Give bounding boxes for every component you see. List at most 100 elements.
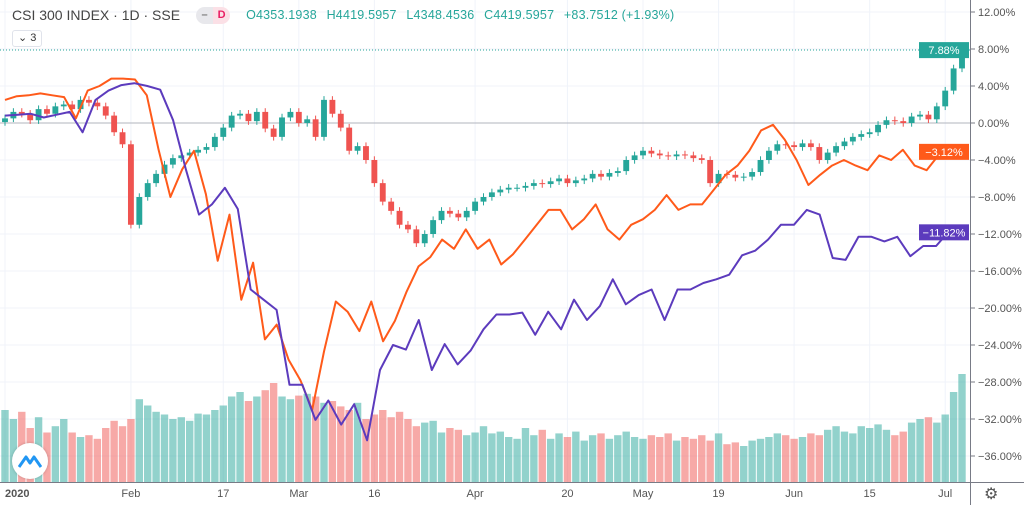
symbol-title[interactable]: CSI 300 INDEX · 1D · SSE: [12, 7, 181, 23]
candle-body: [917, 114, 923, 117]
volume-bar: [353, 402, 362, 482]
volume-bar: [765, 437, 773, 482]
volume-bar: [236, 392, 244, 482]
volume-bar: [588, 435, 597, 482]
volume-bar: [76, 437, 85, 482]
volume-bars: [1, 374, 966, 482]
volume-bar: [261, 390, 269, 482]
ohlc-values: O4353.1938 H4419.5957 L4348.4536 C4419.5…: [246, 8, 674, 22]
volume-bar: [504, 437, 513, 482]
volume-bar: [949, 392, 958, 482]
volume-bar: [85, 435, 93, 482]
volume-bar: [924, 417, 933, 482]
x-tick-label: Feb: [121, 488, 140, 500]
volume-bar: [656, 437, 664, 482]
volume-bar: [614, 435, 622, 482]
candle-body: [295, 111, 302, 123]
volume-bar: [479, 426, 488, 482]
candle-body: [589, 173, 596, 179]
volume-bar: [102, 428, 110, 482]
y-tick-label: −8.00%: [978, 192, 1016, 204]
volume-bar: [253, 396, 261, 482]
candle-body: [220, 127, 227, 137]
candle-body: [455, 213, 462, 218]
volume-bar: [580, 440, 588, 482]
candle-body: [346, 127, 353, 151]
candle-body: [270, 128, 277, 137]
candle-body: [505, 187, 512, 190]
volume-bar: [362, 419, 370, 482]
volume-bar: [144, 405, 152, 482]
chevron-down-icon: ⌄: [18, 32, 28, 44]
y-tick-label: −4.00%: [978, 155, 1016, 167]
volume-bar: [807, 433, 815, 482]
candle-body: [648, 150, 655, 154]
candle-body: [178, 155, 185, 159]
candle-body: [740, 176, 747, 178]
candle-body: [900, 121, 907, 123]
candle-body: [228, 115, 235, 128]
y-tick-label: 12.00%: [978, 7, 1016, 19]
candle-body: [245, 113, 252, 122]
settings-gear-icon[interactable]: ⚙: [984, 486, 999, 503]
candle-body: [757, 160, 764, 173]
candle-body: [858, 134, 865, 137]
market-status-pill[interactable]: – D: [196, 6, 231, 24]
candle-body: [539, 183, 546, 185]
volume-bar: [790, 438, 798, 482]
volume-bar: [748, 440, 756, 482]
candle-body: [253, 111, 260, 122]
candle-body: [337, 113, 344, 128]
volume-bar: [93, 438, 102, 482]
volume-bar: [295, 395, 303, 482]
volume-bar: [471, 432, 479, 482]
candle-body: [959, 50, 965, 69]
volume-bar: [219, 405, 227, 482]
candle-body: [640, 150, 646, 156]
x-tick-label: 20: [561, 488, 573, 500]
volume-bar: [421, 422, 429, 482]
volume-bar: [647, 435, 656, 482]
volume-bar: [169, 419, 177, 482]
volume-bar: [202, 414, 211, 482]
x-tick-label: 19: [712, 488, 724, 500]
volume-bar: [118, 426, 127, 482]
volume-bar: [127, 419, 135, 482]
volume-bar: [370, 414, 379, 482]
volume-bar: [320, 402, 328, 482]
volume-bar: [907, 422, 916, 482]
volume-bar: [597, 433, 605, 482]
indicator-count: 3: [30, 32, 37, 44]
x-tick-label: Apr: [467, 488, 484, 500]
volume-bar: [689, 438, 698, 482]
candle-body: [321, 99, 327, 137]
candle-body: [102, 106, 109, 116]
candle-body: [379, 183, 386, 202]
candle-body: [690, 155, 697, 159]
price-axis[interactable]: [970, 0, 1024, 505]
interval-badge: D: [213, 6, 231, 24]
candle-body: [144, 183, 151, 197]
logo-icon: [18, 455, 42, 468]
candle-body: [749, 172, 756, 177]
time-axis[interactable]: [0, 483, 970, 505]
candle-body: [841, 141, 848, 147]
candle-body: [44, 109, 50, 114]
volume-bar: [681, 437, 689, 482]
tradingview-logo[interactable]: [12, 443, 48, 479]
candle-body: [807, 143, 814, 148]
candle-body: [446, 210, 453, 214]
candle-body: [606, 172, 613, 177]
candle-body: [472, 201, 479, 211]
x-tick-label: Jul: [938, 488, 952, 500]
candle-body: [564, 178, 571, 184]
indicators-toggle-button[interactable]: ⌄ 3: [12, 30, 43, 47]
candle-body: [430, 220, 437, 234]
x-tick-label: May: [633, 488, 654, 500]
volume-bar: [630, 437, 639, 482]
candle-body: [169, 158, 176, 165]
volume-bar: [714, 433, 723, 482]
volume-bar: [60, 419, 68, 482]
candle-body: [875, 124, 881, 133]
